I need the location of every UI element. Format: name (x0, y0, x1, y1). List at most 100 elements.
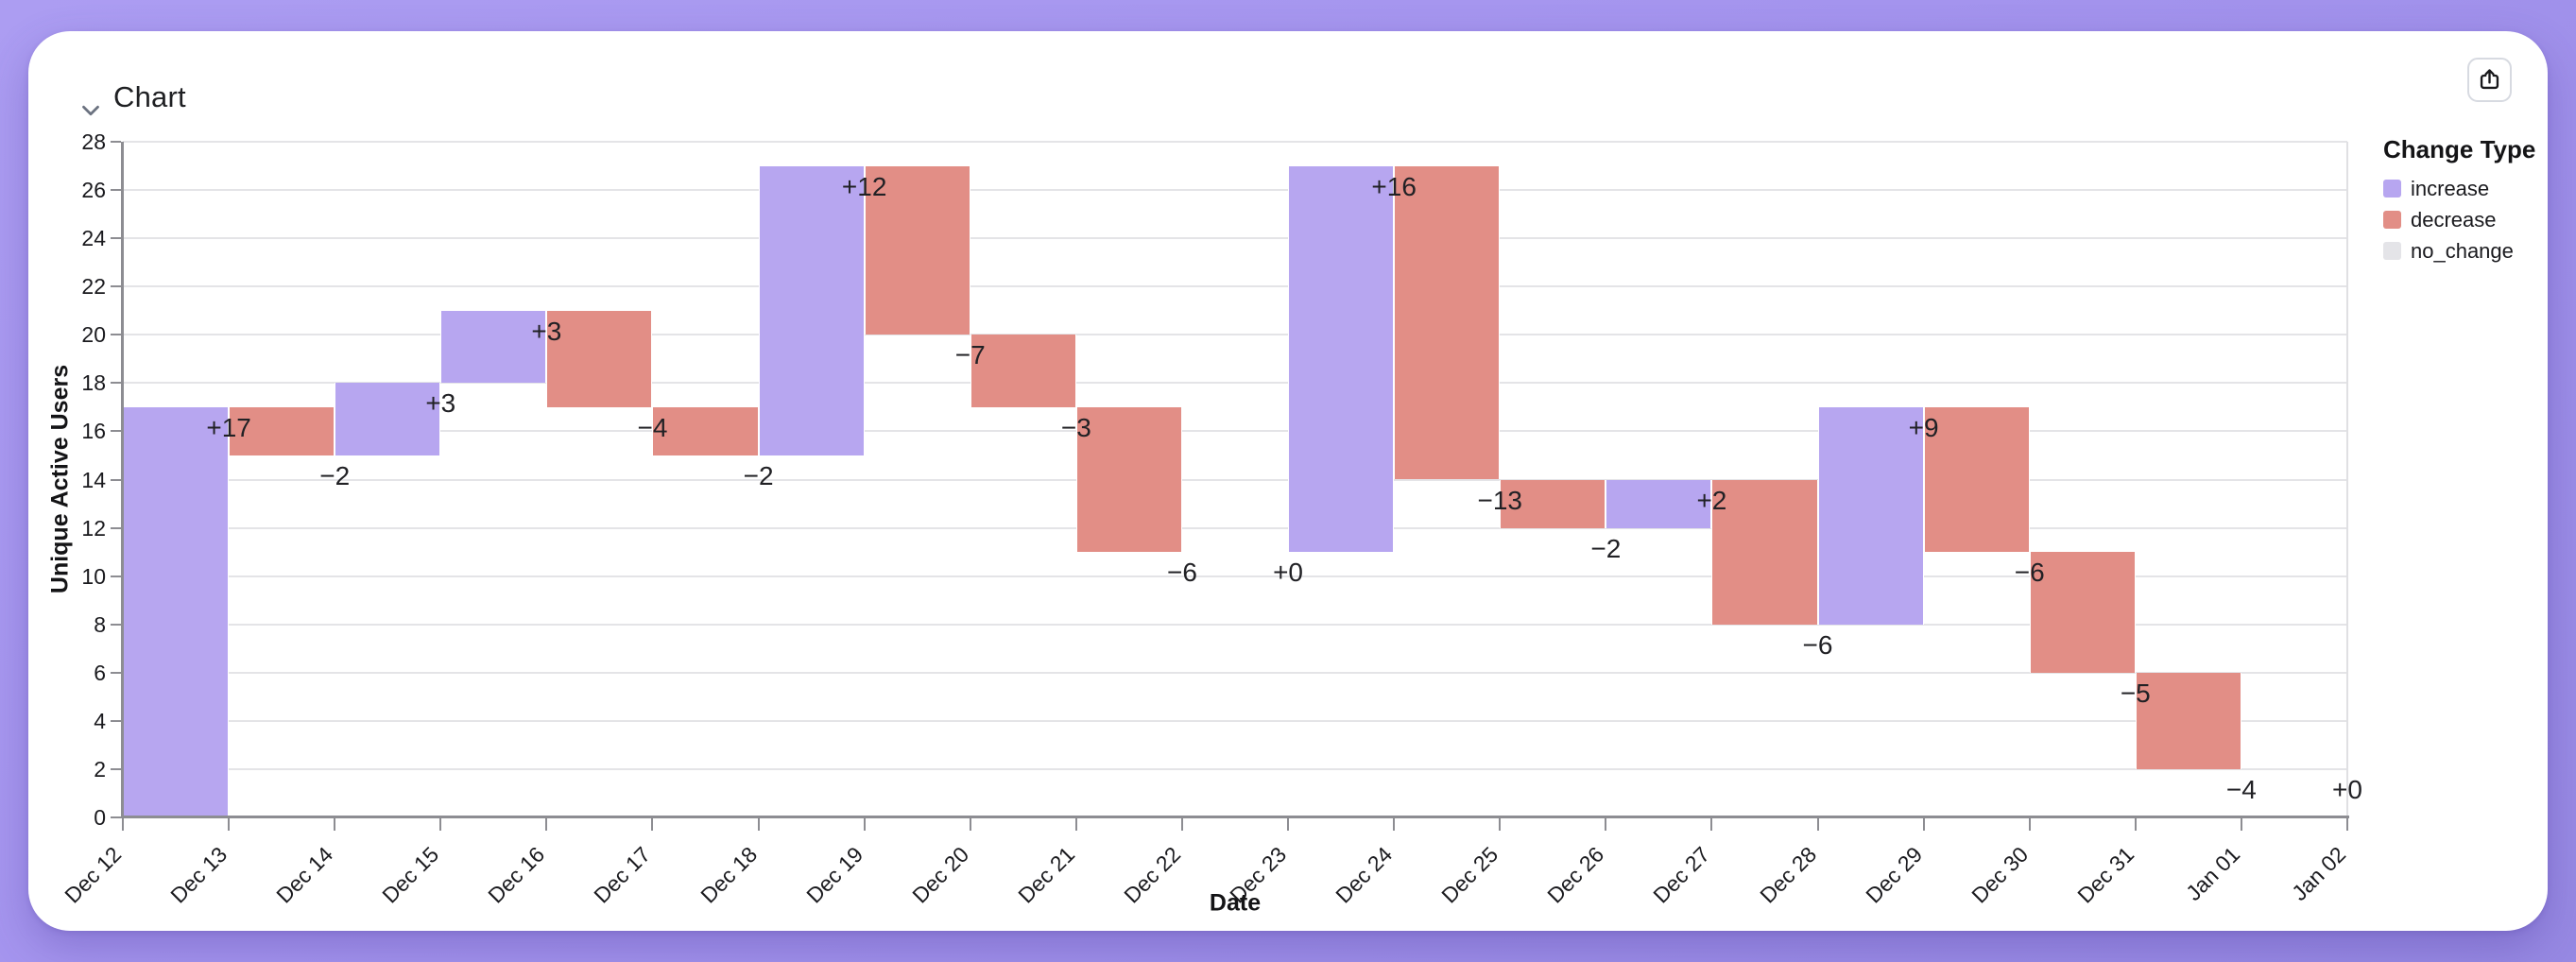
x-tick-label: Dec 27 (1648, 841, 1715, 908)
legend: Change Type increase decrease no_change (2383, 135, 2572, 269)
plot-right-border (2346, 142, 2348, 817)
y-tick-label: 28 (81, 129, 106, 154)
x-axis-tick (863, 817, 866, 831)
legend-item-label: decrease (2411, 207, 2497, 232)
chevron-down-icon (77, 96, 105, 125)
x-tick-label: Dec 14 (271, 841, 338, 908)
y-axis-tick (111, 285, 121, 288)
y-axis-tick (111, 575, 121, 577)
x-tick-label: Jan 01 (2180, 841, 2245, 906)
gridline (123, 334, 2347, 336)
legend-swatch-no_change (2383, 242, 2401, 260)
bar-value-label: +3 (531, 316, 562, 346)
x-axis-tick (757, 817, 760, 831)
collapse-chevron-button[interactable] (72, 92, 110, 129)
gridline (123, 430, 2347, 433)
y-axis-tick (111, 816, 121, 818)
x-axis-line (121, 816, 2349, 818)
waterfall-bar[interactable] (1923, 406, 2030, 553)
x-axis-tick (1922, 817, 1925, 831)
y-axis-tick (111, 623, 121, 626)
y-tick-label: 26 (81, 178, 106, 203)
x-axis-tick (334, 817, 336, 831)
bar-value-label: −4 (2225, 774, 2257, 804)
waterfall-bar[interactable] (2135, 672, 2241, 769)
bar-value-label: +16 (1371, 171, 1417, 201)
y-axis-tick (111, 719, 121, 722)
waterfall-bar[interactable] (1711, 479, 1818, 625)
x-axis-tick (1605, 817, 1607, 831)
x-tick-label: Dec 22 (1119, 841, 1186, 908)
x-tick-label: Dec 17 (589, 841, 656, 908)
y-tick-label: 8 (94, 611, 106, 637)
bar-value-label: −5 (2120, 678, 2151, 708)
bar-value-label: −6 (2014, 558, 2045, 588)
y-tick-label: 2 (94, 756, 106, 782)
bar-value-label: +0 (1273, 558, 1304, 588)
waterfall-bar[interactable] (546, 310, 653, 407)
waterfall-bar[interactable] (1075, 406, 1182, 553)
y-tick-label: 24 (81, 226, 106, 251)
x-axis-tick (1816, 817, 1819, 831)
waterfall-bar[interactable] (1500, 479, 1606, 528)
plot-area: 0 2 4 6 8 10 12 14 16 18 20 22 24 26 28 Dec 12 Dec 13 Dec… (60, 129, 2362, 908)
gridline (123, 719, 2347, 722)
x-tick-label: Dec 12 (60, 841, 127, 908)
waterfall-bar[interactable] (970, 335, 1076, 407)
chart-card: Chart 0 2 4 6 8 10 12 14 16 18 20 22 24 26 28 Dec 12 Dec… (28, 31, 2548, 931)
waterfall-bar[interactable] (440, 310, 547, 384)
bar-value-label: −3 (1060, 412, 1091, 442)
x-axis-tick (1393, 817, 1396, 831)
x-axis-tick (2346, 817, 2348, 831)
waterfall-bar[interactable] (864, 165, 970, 335)
bar-value-label: +2 (1696, 485, 1727, 515)
gridline (123, 671, 2347, 674)
y-axis-tick (111, 141, 121, 143)
x-axis-tick (1287, 817, 1290, 831)
gridline (123, 285, 2347, 288)
waterfall-bar[interactable] (1817, 406, 1924, 625)
waterfall-bar[interactable] (652, 406, 759, 455)
share-icon (2477, 67, 2502, 93)
x-tick-label: Dec 20 (907, 841, 973, 908)
x-tick-label: Dec 21 (1013, 841, 1080, 908)
y-axis-tick (111, 189, 121, 192)
y-axis-tick (111, 526, 121, 529)
y-axis-tick (111, 478, 121, 481)
share-button[interactable] (2467, 58, 2512, 102)
y-axis-tick (111, 382, 121, 385)
gridline (123, 141, 2347, 143)
x-tick-label: Dec 30 (1966, 841, 2033, 908)
y-tick-label: 22 (81, 274, 106, 300)
y-axis-tick (111, 671, 121, 674)
y-tick-label: 16 (81, 419, 106, 444)
y-tick-label: 14 (81, 467, 106, 492)
y-tick-label: 6 (94, 660, 106, 685)
waterfall-bar[interactable] (1606, 479, 1712, 528)
waterfall-bar[interactable] (123, 406, 230, 817)
y-axis-tick (111, 430, 121, 433)
waterfall-bar[interactable] (758, 165, 865, 455)
waterfall-bar[interactable] (1394, 165, 1501, 480)
waterfall-bar[interactable] (229, 406, 335, 455)
legend-swatch-decrease (2383, 211, 2401, 229)
bar-value-label: +12 (841, 171, 887, 201)
legend-item-decrease: decrease (2383, 207, 2572, 232)
page-title: Chart (113, 80, 186, 113)
x-axis-tick (969, 817, 971, 831)
y-tick-label: 20 (81, 322, 106, 348)
legend-swatch-increase (2383, 180, 2401, 198)
x-axis-tick (2028, 817, 2031, 831)
bar-value-label: −13 (1477, 485, 1522, 515)
x-tick-label: Dec 13 (165, 841, 232, 908)
waterfall-bar[interactable] (335, 383, 441, 455)
waterfall-bar[interactable] (1288, 165, 1395, 553)
bar-value-label: +9 (1908, 412, 1939, 442)
legend-item-label: no_change (2411, 238, 2514, 263)
x-tick-label: Jan 02 (2286, 841, 2351, 906)
bar-value-label: +0 (2332, 774, 2362, 804)
waterfall-bar[interactable] (2029, 552, 2136, 673)
x-axis-title: Date (1209, 889, 1262, 917)
x-axis-tick (651, 817, 654, 831)
